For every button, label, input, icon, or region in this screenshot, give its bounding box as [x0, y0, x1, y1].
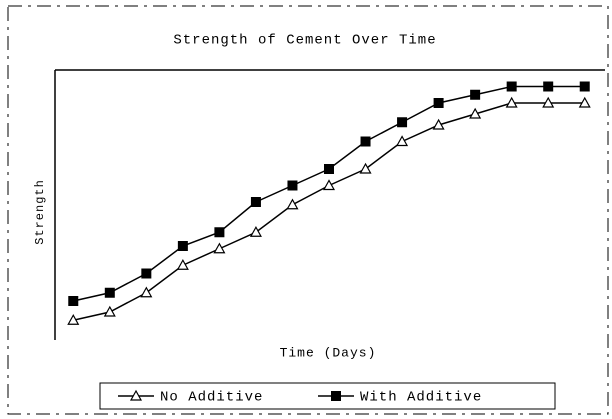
marker [433, 98, 444, 108]
marker [324, 164, 334, 174]
y-axis-label: Strength [33, 179, 47, 245]
frame [7, 5, 609, 415]
marker [177, 241, 188, 251]
marker [129, 389, 143, 401]
legend-label: No Additive [160, 390, 263, 406]
marker [249, 226, 262, 237]
marker [176, 259, 189, 270]
marker [286, 198, 299, 210]
series-line [73, 102, 585, 321]
marker [140, 286, 153, 298]
marker [104, 287, 115, 298]
marker [360, 136, 371, 147]
marker [506, 81, 517, 92]
marker [543, 81, 554, 92]
marker [578, 96, 591, 108]
chart-title: Strength of Cement Over Time [173, 33, 436, 49]
marker [214, 227, 225, 238]
marker [68, 296, 79, 306]
legend-box [99, 382, 556, 410]
marker [141, 268, 152, 279]
marker [287, 180, 298, 191]
marker [469, 107, 482, 119]
legend-label: With Additive [360, 390, 482, 406]
marker [250, 197, 261, 207]
marker [103, 305, 116, 317]
marker [396, 135, 409, 147]
marker [579, 81, 590, 92]
marker [470, 89, 481, 100]
marker [432, 118, 445, 130]
marker [359, 162, 372, 174]
marker [397, 117, 408, 128]
x-axis-label: Time (Days) [280, 345, 377, 360]
marker [322, 179, 336, 191]
marker [67, 314, 80, 325]
marker [213, 242, 226, 254]
marker [542, 96, 555, 108]
marker [505, 96, 518, 108]
marker [331, 391, 341, 401]
